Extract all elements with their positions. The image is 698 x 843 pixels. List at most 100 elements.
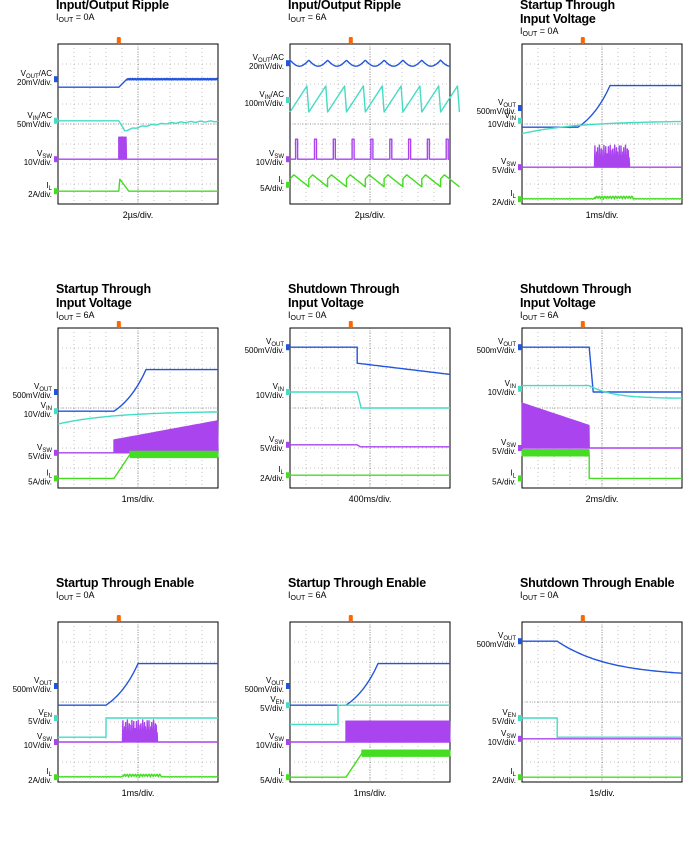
- trace-vsw: [290, 138, 450, 160]
- channel-label: VEN: [502, 708, 516, 719]
- trace-vout: [58, 368, 218, 412]
- channel-marker-icon: [54, 739, 58, 745]
- channel-marker-icon: [518, 715, 522, 721]
- trace-il: [58, 178, 218, 192]
- channel-scale: 100mV/div.: [245, 99, 284, 108]
- trigger-marker-icon: [580, 321, 585, 328]
- channel-scale: 5V/div.: [492, 447, 516, 456]
- scope-panel: Shutdown Through Input Voltage IOUT = 0A VO…: [232, 282, 464, 549]
- trace-il: [57, 773, 219, 778]
- chart-title: Input/Output Ripple: [56, 0, 169, 12]
- condition-label: IOUT = 6A: [288, 12, 327, 24]
- channel-marker-icon: [286, 156, 290, 163]
- channel-scale: 50mV/div.: [17, 120, 52, 129]
- timebase-label: 1s/div.: [589, 788, 614, 798]
- channel-marker-icon: [286, 181, 290, 188]
- chart-title-line: Shutdown Through Enable: [520, 576, 675, 590]
- channel-scale: 10V/div.: [24, 410, 52, 419]
- scope-panel: Input/Output Ripple IOUT = 0A VOUT/AC 20mV/…: [0, 0, 232, 265]
- condition-label: IOUT = 0A: [520, 26, 559, 38]
- chart-title-line: Shutdown Through: [288, 282, 400, 296]
- channel-scale: 10V/div.: [488, 388, 516, 397]
- condition-label: IOUT = 0A: [56, 590, 95, 602]
- channel-scale: 10V/div.: [256, 391, 284, 400]
- scope-panel: Shutdown Through Input Voltage IOUT = 6A VO…: [464, 282, 696, 549]
- channel-label: IL: [278, 767, 284, 778]
- channel-label: VIN: [41, 401, 52, 412]
- scope-panel: Shutdown Through Enable IOUT = 0A VOUT 500m…: [464, 576, 696, 843]
- chart-title-line: Input Voltage: [520, 296, 596, 310]
- trace-vout: [58, 662, 218, 706]
- trace-vout: [289, 59, 450, 67]
- channel-scale: 5A/div.: [28, 477, 52, 486]
- channel-scale: 5A/div.: [260, 184, 284, 193]
- trigger-marker-icon: [580, 37, 585, 44]
- channel-marker-icon: [286, 97, 290, 103]
- trace-vsw: [58, 136, 218, 160]
- trace-vin: [522, 384, 683, 399]
- trace-il: [58, 450, 219, 480]
- condition-label: IOUT = 6A: [288, 590, 327, 602]
- channel-label: IL: [278, 465, 284, 476]
- channel-marker-icon: [286, 472, 290, 479]
- channel-scale: 10V/div.: [488, 738, 516, 747]
- trace-il: [521, 449, 682, 480]
- channel-marker-icon: [286, 441, 290, 448]
- chart-title-line: Shutdown Through: [520, 282, 632, 296]
- scope-panel: Startup Through Input Voltage IOUT = 6A VOU…: [0, 282, 232, 549]
- channel-label: VSW: [37, 149, 52, 160]
- channel-scale: 500mV/div.: [477, 640, 516, 649]
- channel-label: VOUT: [498, 337, 516, 348]
- trace-ven: [522, 717, 682, 738]
- timebase-label: 1ms/div.: [354, 788, 387, 798]
- channel-marker-icon: [518, 735, 522, 742]
- channel-scale: 500mV/div.: [245, 346, 284, 355]
- trace-vin: [521, 120, 683, 135]
- timebase-label: 1ms/div.: [122, 494, 155, 504]
- chart-title: Shutdown Through Input Voltage: [520, 282, 632, 310]
- channel-marker-icon: [518, 164, 522, 171]
- channel-marker-icon: [518, 638, 522, 645]
- chart-title-line: Startup Through Enable: [288, 576, 426, 590]
- trace-vout: [58, 77, 219, 88]
- channel-label: VIN/AC: [259, 90, 284, 101]
- channel-scale: 500mV/div.: [477, 107, 516, 116]
- trace-vsw: [58, 420, 219, 454]
- condition-label: IOUT = 6A: [520, 310, 559, 322]
- timebase-label: 2µs/div.: [355, 210, 386, 220]
- trace-ven: [290, 704, 450, 726]
- channel-label: VOUT: [498, 631, 516, 642]
- trace-vin: [58, 120, 219, 132]
- channel-scale: 10V/div.: [256, 158, 284, 167]
- chart-title-line: Startup Through Enable: [56, 576, 194, 590]
- trace-vout: [522, 84, 682, 128]
- channel-marker-icon: [286, 683, 290, 689]
- channel-label: VOUT: [266, 676, 284, 687]
- chart-title: Input/Output Ripple: [288, 0, 401, 12]
- channel-scale: 2A/div.: [492, 198, 516, 207]
- trace-vsw: [522, 144, 682, 168]
- trace-vout: [522, 640, 683, 674]
- chart-title: Shutdown Through Input Voltage: [288, 282, 400, 310]
- trigger-marker-icon: [348, 615, 353, 622]
- channel-scale: 2A/div.: [260, 474, 284, 483]
- chart-title-line: Input Voltage: [520, 12, 596, 26]
- channel-marker-icon: [286, 60, 290, 67]
- chart-title: Startup Through Enable: [56, 576, 194, 590]
- channel-label: VIN: [505, 111, 516, 122]
- channel-marker-icon: [54, 449, 58, 456]
- channel-label: VIN: [273, 382, 284, 393]
- channel-label: VIN/AC: [27, 111, 52, 122]
- channel-label: VSW: [501, 157, 516, 168]
- timebase-label: 2ms/div.: [586, 494, 619, 504]
- channel-label: IL: [46, 767, 52, 778]
- chart-title-line: Input/Output Ripple: [56, 0, 169, 12]
- timebase-label: 2µs/div.: [123, 210, 154, 220]
- scope-panel: Startup Through Enable IOUT = 0A VOUT 500mV…: [0, 576, 232, 843]
- channel-marker-icon: [54, 715, 58, 721]
